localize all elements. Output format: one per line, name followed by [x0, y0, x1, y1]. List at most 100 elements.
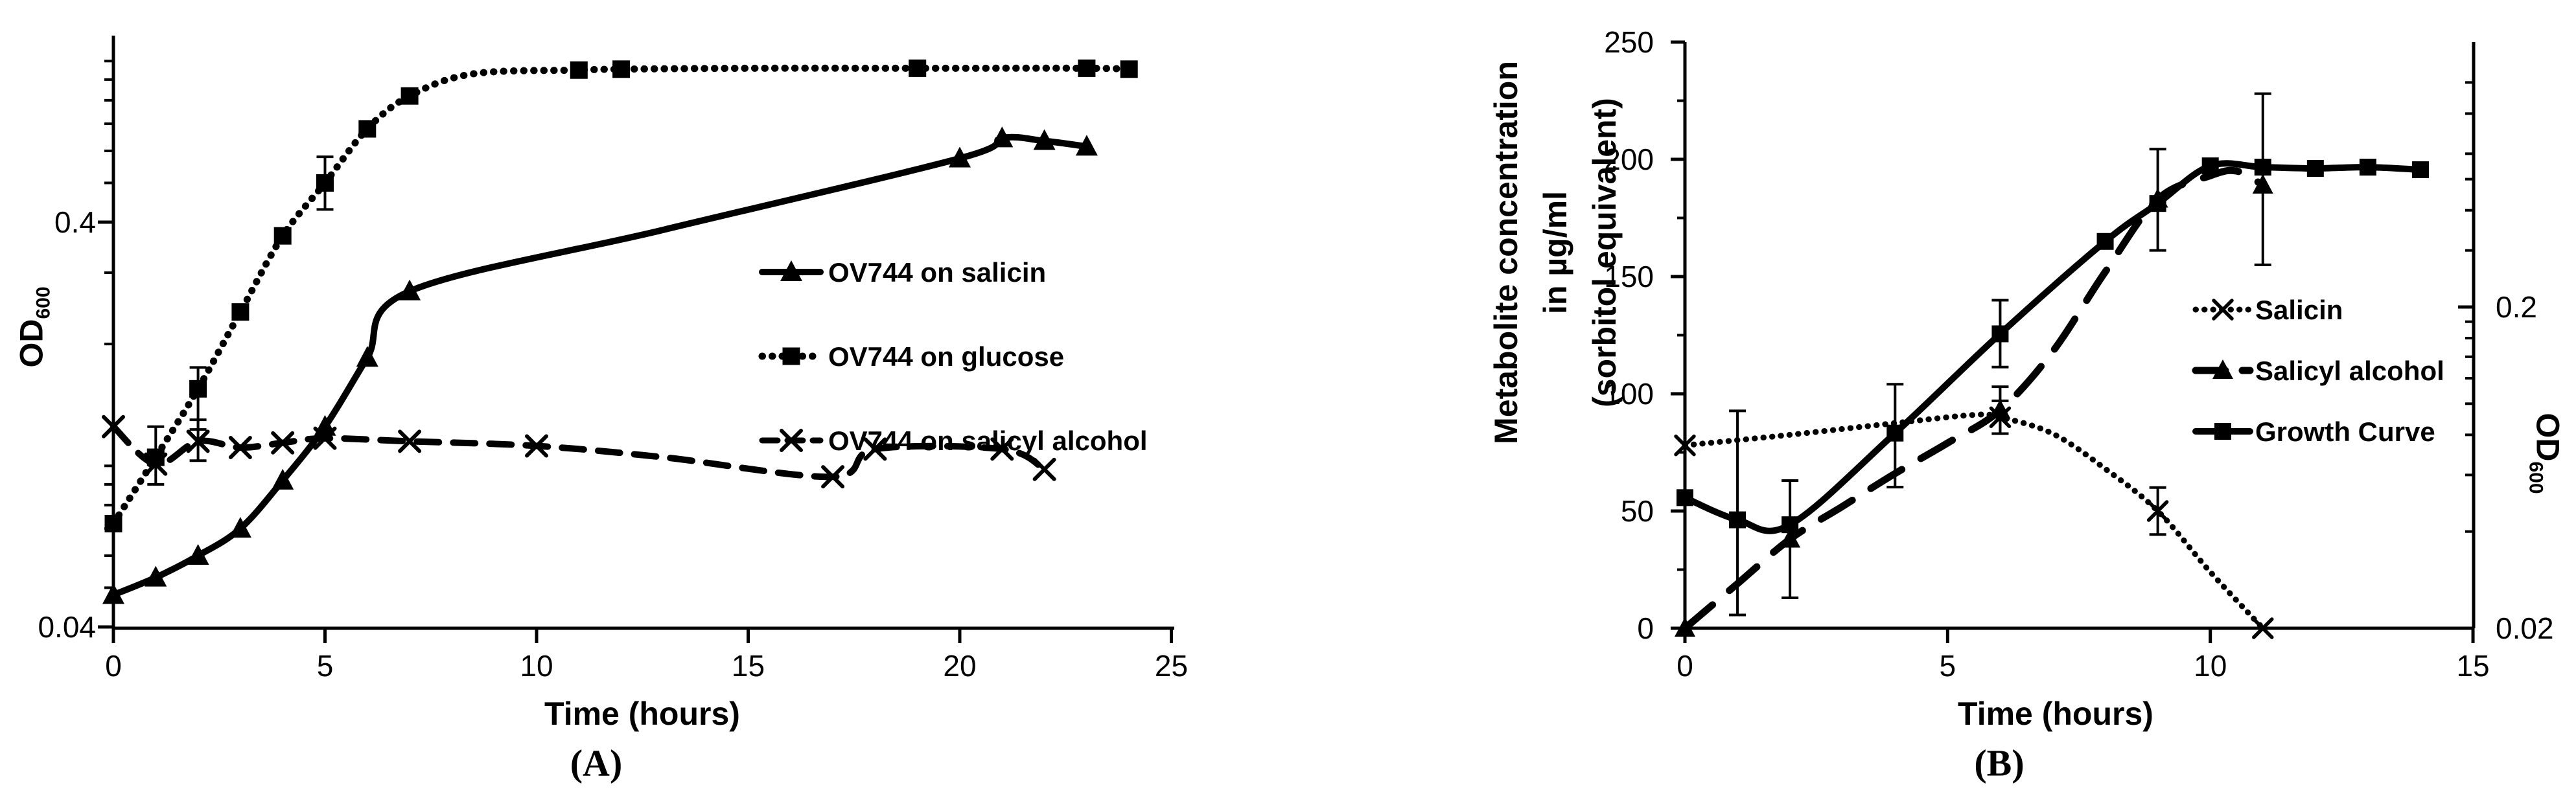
marker-triangle	[1075, 135, 1098, 156]
x-tick-label: 15	[732, 649, 765, 683]
marker-x	[144, 452, 168, 476]
panel-b-right-axis-title-text: OD	[2529, 413, 2566, 462]
panel-b-left-axis-title: Metabolite concentration in µg/ml (sorbi…	[1481, 61, 1629, 444]
legend-label: Salicin	[2255, 295, 2343, 325]
marker-square	[2359, 159, 2376, 176]
marker-triangle	[145, 565, 167, 587]
marker-triangle	[399, 279, 421, 301]
marker-x	[780, 429, 803, 452]
x-tick-label: 0	[105, 649, 122, 683]
marker-triangle	[102, 583, 124, 604]
marker-x	[821, 465, 845, 489]
marker-square	[104, 514, 122, 532]
marker-square	[2411, 161, 2429, 179]
marker-square	[1677, 489, 1693, 506]
marker-x	[313, 426, 337, 450]
legend-label: Growth Curve	[2255, 416, 2435, 447]
marker-triangle	[780, 260, 802, 281]
y-left-tick-label: 50	[1621, 494, 1654, 528]
y-right-tick-label: 0.02	[2496, 611, 2554, 645]
series-salicyl-alcohol	[1675, 92, 2273, 637]
marker-square	[1120, 60, 1138, 78]
panel-b-caption: (B)	[1974, 742, 2025, 784]
panel-b-axes	[1683, 42, 2476, 630]
marker-x	[990, 437, 1014, 461]
x-tick-label: 5	[317, 649, 334, 683]
y-left-tick-label: 0	[1637, 611, 1654, 645]
marker-square	[273, 227, 292, 245]
marker-square	[782, 347, 800, 365]
marker-square	[189, 380, 207, 398]
panel-b-right-axis-title-sub: 600	[2525, 461, 2547, 494]
panel-b-x-axis-title: Time (hours)	[1958, 696, 2153, 732]
legend-label: OV744 on salicyl alcohol	[828, 426, 1148, 456]
panel-a-y-axis-title: OD600	[13, 286, 55, 367]
panel-a-x-axis-title: Time (hours)	[544, 696, 740, 732]
marker-x	[863, 437, 887, 461]
marker-square	[400, 87, 419, 105]
marker-square	[2214, 423, 2231, 440]
marker-x	[2252, 617, 2274, 639]
marker-x	[271, 431, 295, 455]
marker-x	[398, 429, 422, 453]
x-tick-label: 20	[943, 649, 976, 683]
panel-b-right-axis-title: OD600	[2525, 413, 2567, 494]
marker-triangle	[272, 468, 294, 490]
marker-triangle	[356, 346, 378, 367]
x-tick-label: 25	[1155, 649, 1188, 683]
panel-a-y-axis-title-sub: 600	[32, 286, 54, 319]
y-right-tick-label: 0.2	[2496, 290, 2537, 324]
marker-square	[358, 120, 377, 138]
marker-triangle	[2212, 359, 2233, 379]
marker-triangle	[1780, 528, 1801, 548]
series-line-dotted	[110, 64, 1133, 527]
marker-square	[2096, 233, 2114, 250]
marker-x	[186, 429, 210, 453]
series-ov744-on-salicyl-alcohol	[102, 415, 1056, 489]
x-tick-label: 15	[2456, 649, 2489, 683]
panel-b-left-axis-title-line1: Metabolite concentration	[1488, 61, 1524, 444]
series-line-dotted	[1682, 411, 2266, 631]
marker-triangle	[229, 517, 251, 538]
y-tick-label: 0.4	[54, 205, 96, 239]
marker-square	[2149, 195, 2166, 212]
marker-square	[570, 61, 588, 79]
marker-triangle	[991, 126, 1014, 148]
y-left-tick-label: 100	[1604, 377, 1654, 411]
marker-square	[1781, 516, 1799, 534]
x-tick-label: 0	[1677, 649, 1693, 683]
marker-triangle	[1675, 617, 1695, 637]
marker-square	[2254, 159, 2271, 176]
marker-triangle	[1990, 399, 2011, 419]
series-salicin	[1674, 399, 2274, 639]
panel-b: 0 5 10 150501001502002500.20.02SalicinSalic…	[1604, 25, 2553, 683]
marker-x	[2146, 500, 2169, 522]
marker-triangle	[2252, 174, 2273, 194]
marker-x	[1032, 457, 1056, 481]
y-tick-label: 0.04	[38, 610, 96, 644]
marker-x	[228, 435, 252, 459]
x-tick-label: 5	[1940, 649, 1956, 683]
marker-triangle	[1033, 129, 1056, 150]
panel-a-axes	[111, 36, 1174, 638]
legend-label: OV744 on salicin	[828, 257, 1046, 288]
marker-x	[525, 434, 548, 458]
marker-square	[2201, 157, 2219, 175]
marker-square	[2306, 160, 2324, 177]
legend-label: Salicyl alcohol	[2255, 356, 2444, 386]
panel-b-legend: Salicin Salicyl alcohol Growth Curve	[2192, 295, 2444, 447]
series-ov744-on-glucose	[104, 59, 1138, 532]
marker-square	[231, 303, 249, 321]
series-growth-curve	[1677, 148, 2429, 617]
marker-square	[1729, 511, 1746, 529]
marker-x	[102, 415, 125, 438]
marker-x	[2212, 299, 2234, 321]
marker-square	[909, 59, 927, 77]
marker-square	[1886, 424, 1904, 442]
panel-b-left-axis-title-line3: (sorbitol equivalent)	[1586, 98, 1623, 407]
y-left-tick-label: 150	[1604, 260, 1654, 293]
marker-triangle	[187, 543, 209, 565]
panel-a-y-axis-title-text: OD	[13, 319, 50, 368]
